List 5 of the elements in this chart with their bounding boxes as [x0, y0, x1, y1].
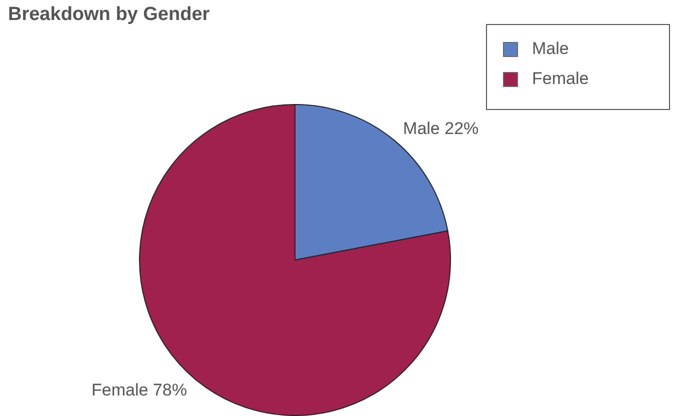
data-label: Male 22% — [403, 119, 479, 138]
data-label: Female 78% — [92, 380, 187, 400]
chart-title: Breakdown by Gender — [8, 4, 210, 26]
legend-label: Female — [532, 69, 589, 89]
legend-label: Male — [532, 39, 569, 59]
